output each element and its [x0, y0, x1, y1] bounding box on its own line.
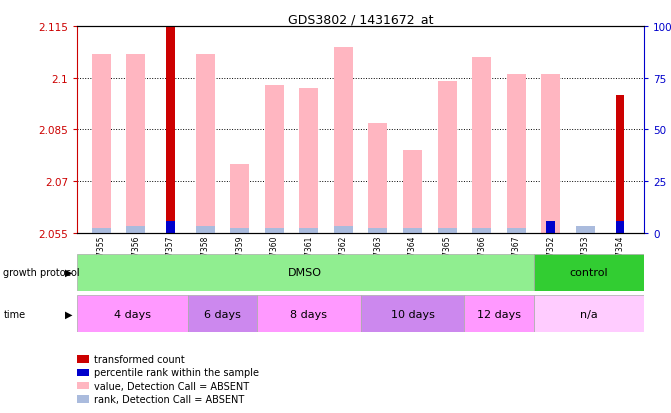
Bar [334, 47, 353, 233]
Bar [576, 226, 595, 233]
Text: transformed count: transformed count [94, 354, 185, 364]
Text: DMSO: DMSO [289, 268, 322, 278]
Bar [368, 228, 387, 233]
Text: rank, Detection Call = ABSENT: rank, Detection Call = ABSENT [94, 394, 244, 404]
Bar [77, 254, 533, 291]
Bar [403, 151, 422, 233]
Bar [126, 55, 146, 233]
Bar [92, 228, 111, 233]
Bar [195, 55, 215, 233]
Bar [464, 295, 533, 332]
Title: GDS3802 / 1431672_at: GDS3802 / 1431672_at [288, 13, 433, 26]
Bar [77, 295, 188, 332]
Bar [188, 295, 257, 332]
Text: ▶: ▶ [65, 268, 72, 278]
Bar [230, 228, 249, 233]
Bar [507, 75, 526, 233]
Bar [472, 228, 491, 233]
Bar [361, 295, 464, 332]
Bar [437, 82, 456, 233]
Bar [195, 226, 215, 233]
Text: value, Detection Call = ABSENT: value, Detection Call = ABSENT [94, 381, 249, 391]
Bar [92, 55, 111, 233]
Bar [533, 295, 644, 332]
Bar [615, 96, 624, 233]
Text: 4 days: 4 days [114, 309, 151, 319]
Bar [533, 254, 644, 291]
Bar [541, 75, 560, 233]
Text: control: control [570, 268, 608, 278]
Bar [437, 228, 456, 233]
Text: 6 days: 6 days [204, 309, 241, 319]
Text: growth protocol: growth protocol [3, 268, 80, 278]
Bar [299, 89, 318, 233]
Bar [334, 226, 353, 233]
Bar [546, 221, 555, 233]
Bar [507, 228, 526, 233]
Text: n/a: n/a [580, 309, 598, 319]
Bar [265, 85, 284, 233]
Bar [615, 221, 624, 233]
Bar [299, 228, 318, 233]
Bar [368, 123, 387, 233]
Bar [126, 226, 146, 233]
Bar [166, 221, 175, 233]
Bar [230, 164, 249, 233]
Text: 12 days: 12 days [477, 309, 521, 319]
Bar [257, 295, 361, 332]
Text: time: time [3, 309, 25, 319]
Text: 8 days: 8 days [291, 309, 327, 319]
Text: ▶: ▶ [65, 309, 72, 319]
Bar [265, 228, 284, 233]
Text: 10 days: 10 days [391, 309, 434, 319]
Bar [472, 58, 491, 233]
Bar [403, 228, 422, 233]
Bar [166, 27, 175, 233]
Text: percentile rank within the sample: percentile rank within the sample [94, 368, 259, 377]
